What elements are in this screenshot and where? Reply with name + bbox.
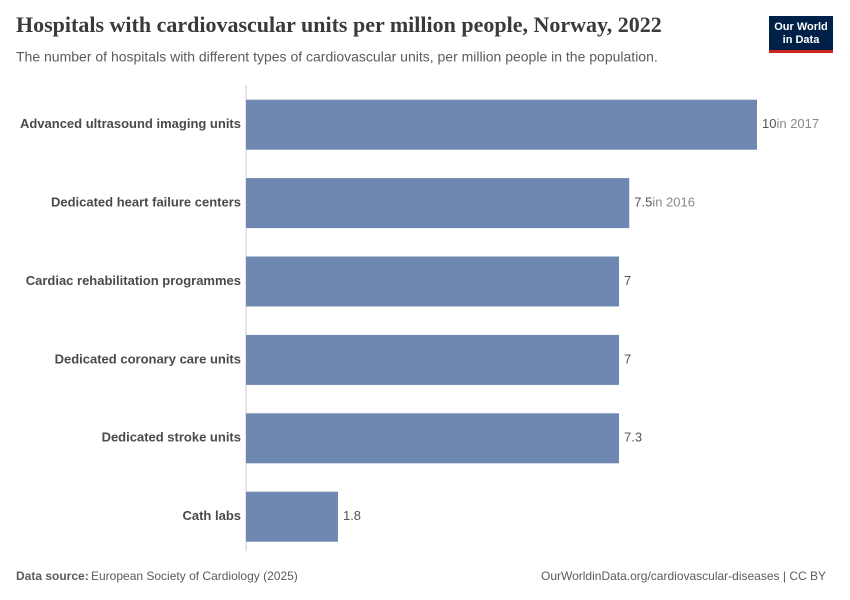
chart-subtitle: The number of hospitals with different t… bbox=[16, 49, 658, 65]
source-label: Data source: bbox=[16, 569, 89, 583]
value-label: 7.5 bbox=[634, 195, 652, 210]
bar bbox=[246, 334, 620, 385]
value-label: 1.8 bbox=[343, 508, 361, 523]
category-label: Dedicated coronary care units bbox=[55, 351, 241, 366]
category-label: Dedicated stroke units bbox=[102, 430, 241, 445]
bar bbox=[246, 413, 620, 464]
category-label: Advanced ultrasound imaging units bbox=[20, 116, 241, 131]
source: European Society of Cardiology (2025) bbox=[91, 569, 298, 583]
logo[interactable]: Our World in Data bbox=[769, 16, 833, 53]
logo-underline bbox=[769, 50, 833, 53]
category-label: Cath labs bbox=[182, 508, 241, 523]
value-label: 10 bbox=[762, 116, 776, 131]
bar bbox=[246, 491, 338, 542]
value-label: 7 bbox=[624, 273, 631, 288]
chart-title: Hospitals with cardiovascular units per … bbox=[16, 12, 662, 37]
bar bbox=[246, 178, 630, 229]
logo-text[interactable]: in Data bbox=[783, 34, 821, 46]
bar bbox=[246, 256, 620, 307]
category-label: Cardiac rehabilitation programmes bbox=[26, 273, 241, 288]
category-label: Dedicated heart failure centers bbox=[51, 195, 241, 210]
logo-box[interactable] bbox=[769, 16, 833, 50]
value-label: 7.3 bbox=[624, 430, 642, 445]
logo-text[interactable]: Our World bbox=[774, 21, 828, 33]
value-label: 7 bbox=[624, 351, 631, 366]
url[interactable]: OurWorldinData.org/cardiovascular-diseas… bbox=[541, 569, 826, 583]
bar bbox=[246, 99, 757, 150]
value-note: in 2017 bbox=[776, 116, 819, 131]
value-note: in 2016 bbox=[652, 195, 695, 210]
